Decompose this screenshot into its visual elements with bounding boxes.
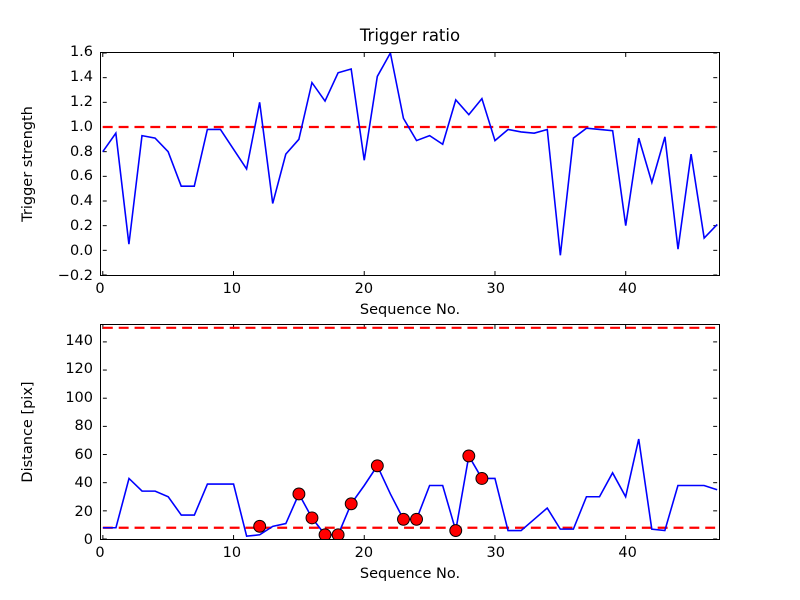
data-line-series	[102, 53, 718, 256]
y-tick-label: 0.4	[69, 193, 93, 210]
y-tick-label: 120	[65, 361, 93, 378]
x-tick-label: 30	[486, 545, 505, 561]
y-tick-label: 1.0	[69, 118, 93, 135]
y-tick-label: 60	[74, 446, 93, 463]
y-tick-label: 0.8	[69, 143, 93, 160]
x-tick-label: 0	[95, 545, 105, 561]
top-chart-ylabel: Trigger strength	[20, 106, 36, 222]
data-point-marker	[410, 512, 423, 526]
x-tick-label: 40	[618, 545, 637, 561]
data-point-marker	[253, 519, 267, 533]
x-tick-label: 40	[618, 281, 637, 297]
data-point-marker	[305, 511, 319, 525]
data-point-marker	[292, 487, 306, 501]
y-tick-label: 1.6	[69, 44, 93, 60]
bottom-chart-ylabel: Distance [pix]	[20, 381, 36, 483]
data-point-marker	[331, 528, 345, 539]
x-tick-label: 10	[222, 281, 242, 297]
y-tick-label: 0	[83, 532, 93, 548]
y-tick-label: 0.2	[69, 218, 93, 235]
y-tick-label: 20	[74, 503, 93, 520]
y-tick-label: 1.4	[69, 68, 93, 85]
x-tick-label: 0	[95, 281, 105, 297]
data-point-marker	[449, 524, 463, 537]
bottom-chart-xlabel: Sequence No.	[359, 566, 461, 582]
y-tick-label: 140	[65, 333, 93, 350]
x-tick-label: 30	[486, 281, 505, 297]
top-chart-xlabel: Sequence No.	[359, 302, 461, 318]
y-tick-label: 100	[65, 389, 93, 406]
data-point-marker	[462, 449, 476, 463]
y-tick-label: −0.2	[57, 268, 93, 284]
y-tick-label: 80	[74, 418, 93, 435]
data-point-marker	[475, 472, 489, 485]
bottom-chart-plot-area	[100, 324, 720, 540]
y-tick-label: 0.0	[69, 243, 93, 260]
data-point-marker	[318, 528, 332, 539]
y-tick-label: 0.6	[69, 168, 93, 185]
x-tick-label: 10	[222, 545, 242, 561]
top-chart-title: Trigger ratio	[359, 26, 461, 45]
data-point-marker	[397, 512, 410, 526]
data-point-marker	[370, 459, 384, 473]
data-line-series	[102, 438, 718, 538]
data-point-marker	[344, 497, 358, 511]
top-chart-plot-area	[100, 52, 720, 276]
x-tick-label: 20	[354, 281, 374, 297]
y-tick-label: 1.2	[69, 93, 93, 110]
y-tick-label: 40	[74, 475, 93, 492]
x-tick-label: 20	[354, 545, 374, 561]
